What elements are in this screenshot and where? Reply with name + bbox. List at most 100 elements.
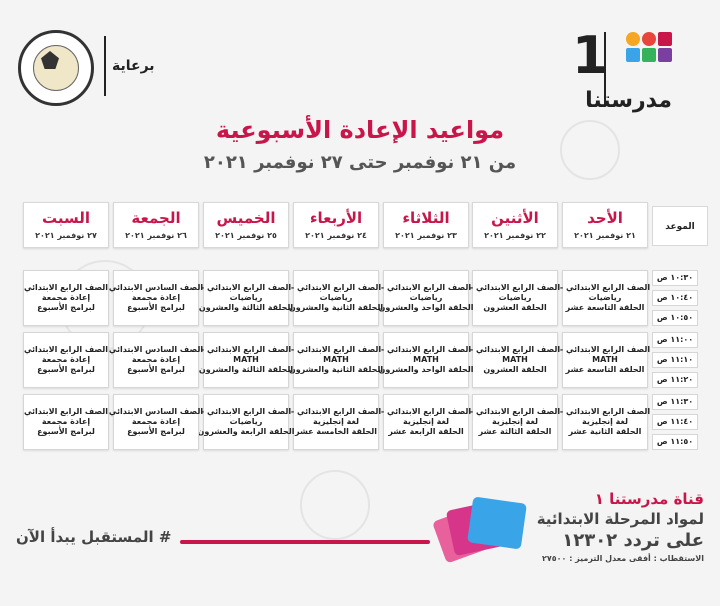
- day-name: الجمعة: [131, 209, 181, 227]
- time-slot: ١٠:٥٠ ص: [652, 310, 698, 326]
- cell-line: الصف الرابع الابتدائي -: [559, 407, 651, 416]
- cell-line: MATH: [323, 355, 349, 364]
- schedule-cell: الصف الرابع الابتدائي - MATH الحلقة الثالث…: [199, 332, 293, 388]
- day-header: الأحد ٢١ نوفمبر ٢٠٢١: [562, 202, 648, 248]
- cell-line: رياضيات: [319, 293, 353, 302]
- cell-line: رياضيات: [588, 293, 622, 302]
- cell-line: رياضيات: [409, 293, 443, 302]
- cell-line: الصف الرابع الابتدائي -: [290, 283, 382, 292]
- schedule-cell: الصف الرابع الابتدائي - MATH الحلقة التاسع…: [560, 332, 650, 388]
- schedule-cell: الصف الرابع الابتدائي - رياضيات الحلقة الو…: [379, 270, 474, 326]
- time-slot: ١١:٢٠ ص: [652, 372, 698, 388]
- time-slot: ١١:٠٠ ص: [652, 332, 698, 348]
- day-header: السبت ٢٧ نوفمبر ٢٠٢١: [23, 202, 109, 248]
- time-slot: ١٠:٣٠ ص: [652, 270, 698, 286]
- cell-line: MATH: [502, 355, 528, 364]
- cell-line: الصف الرابع الابتدائي -: [200, 283, 292, 292]
- page-subtitle: من ٢١ نوفمبر حتى ٢٧ نوفمبر ٢٠٢١: [203, 152, 517, 173]
- cell-line: الصف السادس الابتدائي: [108, 345, 204, 354]
- schedule-cell: الصف الرابع الابتدائي - رياضيات الحلقة الث…: [199, 270, 293, 326]
- cell-line: الصف الرابع الابتدائي -: [380, 407, 472, 416]
- cell-line: الحلقة الرابعة عشر: [388, 427, 464, 436]
- logo-dot-blue: [626, 48, 640, 62]
- schedule-cell: الصف الرابع الابتدائي - لغة إنجليزية الحلق…: [380, 394, 472, 450]
- cell-line: الصف الرابع الابتدائي -: [200, 407, 292, 416]
- header-divider: [104, 36, 106, 96]
- cell-line: الحلقة الثالثة والعشرون: [198, 365, 294, 374]
- day-name: الأثنين: [491, 209, 539, 227]
- cell-line: إعادة مجمعة: [131, 355, 181, 364]
- cell-line: الحلقة التاسعة عشر: [565, 303, 645, 312]
- day-date: ٢٦ نوفمبر ٢٠٢١: [125, 231, 187, 240]
- logo-dot-green: [642, 48, 656, 62]
- cell-line: الحلقة الرابعة والعشرون: [197, 427, 295, 436]
- cell-line: الصف الرابع الابتدائي -: [469, 283, 561, 292]
- madrasetna-logo: 1 مدرستنا: [566, 26, 686, 113]
- schedule-cell: الصف الرابع الابتدائي - رياضيات الحلقة الر…: [198, 394, 294, 450]
- cell-line: لبرامج الأسبوع: [37, 303, 95, 312]
- cell-line: لغة إنجليزية: [402, 417, 450, 426]
- day-date: ٢٥ نوفمبر ٢٠٢١: [215, 231, 277, 240]
- cell-line: لبرامج الأسبوع: [127, 303, 185, 312]
- cell-line: الصف الرابع الابتدائي: [23, 283, 109, 292]
- sponsor-label: برعاية: [112, 58, 155, 74]
- ministry-seal: [18, 30, 94, 106]
- cell-line: الصف الرابع الابتدائي -: [290, 407, 382, 416]
- schedule-cell: الصف الرابع الابتدائي - لغة إنجليزية الحلق…: [559, 394, 651, 450]
- logo-number: 1: [572, 26, 609, 86]
- day-name: الأربعاء: [309, 209, 363, 227]
- channel-frequency: على تردد ١٢٣٠٢: [562, 530, 704, 551]
- cell-line: الحلقة العشرون: [483, 303, 547, 312]
- day-name: الخميس: [216, 209, 276, 227]
- cell-line: لغة إنجليزية: [581, 417, 629, 426]
- background-doodle: [300, 470, 370, 540]
- time-slot: ١١:٥٠ ص: [652, 434, 698, 450]
- cell-line: لغة إنجليزية: [491, 417, 539, 426]
- cell-line: الحلقة الواحد والعشرون: [378, 365, 474, 374]
- slogan: # المستقبل يبدأ الآن: [16, 528, 172, 546]
- logo-dot-red: [642, 32, 656, 46]
- day-header: الأثنين ٢٢ نوفمبر ٢٠٢١: [472, 202, 558, 248]
- day-name: السبت: [41, 209, 91, 227]
- cell-line: الصف الرابع الابتدائي -: [200, 345, 292, 354]
- channel-name: قناة مدرستنا ١: [594, 490, 704, 508]
- schedule-cell: الصف الرابع الابتدائي إعادة مجمعة لبرامج ا…: [23, 270, 109, 326]
- cell-line: MATH: [413, 355, 439, 364]
- cell-line: الحلقة الثانية والعشرون: [288, 365, 384, 374]
- time-column-header: الموعد: [652, 206, 708, 246]
- channel-stage: لمواد المرحلة الابتدائية: [536, 510, 704, 528]
- cell-line: الصف الرابع الابتدائي -: [380, 345, 472, 354]
- channel-polarization: الاستقطاب : أفقى معدل الترميز : ٢٧٥٠٠: [541, 554, 704, 563]
- cell-line: الصف الرابع الابتدائي -: [469, 345, 561, 354]
- time-slot: ١١:٤٠ ص: [652, 414, 698, 430]
- cell-line: MATH: [233, 355, 259, 364]
- day-date: ٢٢ نوفمبر ٢٠٢١: [484, 231, 546, 240]
- cell-line: الصف الرابع الابتدائي -: [290, 345, 382, 354]
- day-name: الأحد: [587, 209, 623, 227]
- cell-line: الحلقة العشرون: [483, 365, 547, 374]
- cell-line: لبرامج الأسبوع: [37, 365, 95, 374]
- cell-line: الصف السادس الابتدائي: [108, 283, 204, 292]
- cell-line: الصف السادس الابتدائي: [108, 407, 204, 416]
- logo-divider: [604, 32, 606, 104]
- cell-line: رياضيات: [498, 293, 532, 302]
- cell-line: الحلقة الخامسة عشر: [295, 427, 377, 436]
- day-date: ٢١ نوفمبر ٢٠٢١: [574, 231, 636, 240]
- time-slot: ١١:١٠ ص: [652, 352, 698, 368]
- cell-line: إعادة مجمعة: [131, 293, 181, 302]
- cell-line: إعادة مجمعة: [131, 417, 181, 426]
- slogan-underline: [180, 540, 430, 544]
- eagle-icon: [41, 51, 59, 69]
- channel-info: قناة مدرستنا ١ لمواد المرحلة الابتدائية …: [537, 490, 704, 563]
- cell-line: الحلقة الثالثة عشر: [478, 427, 552, 436]
- schedule-cell: الصف الرابع الابتدائي إعادة مجمعة لبرامج ا…: [23, 332, 109, 388]
- page-title: مواعيد الإعادة الأسبوعية: [215, 116, 505, 144]
- schedule-cell: الصف الرابع الابتدائي - رياضيات الحلقة الت…: [559, 270, 651, 326]
- schedule-cell: الصف الرابع الابتدائي - رياضيات الحلقة الع…: [469, 270, 561, 326]
- cell-line: الصف الرابع الابتدائي -: [559, 283, 651, 292]
- schedule-cell: الصف السادس الابتدائي إعادة مجمعة لبرامج ا…: [109, 270, 203, 326]
- schedule-cell: الصف الرابع الابتدائي - رياضيات الحلقة الث…: [289, 270, 383, 326]
- cell-line: لغة إنجليزية: [312, 417, 360, 426]
- cell-line: إعادة مجمعة: [41, 355, 91, 364]
